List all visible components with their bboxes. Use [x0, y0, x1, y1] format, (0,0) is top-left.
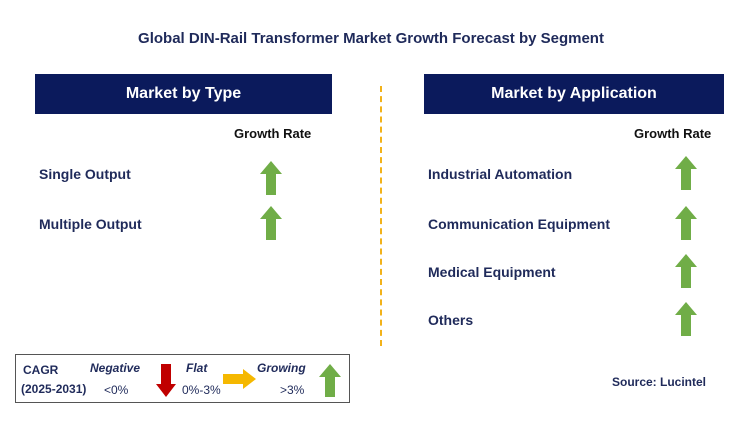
legend-negative-label: Negative: [90, 361, 141, 375]
green-up-arrow-icon: [675, 206, 697, 240]
segment-label-single-output: Single Output: [39, 166, 131, 182]
green-up-arrow-icon: [675, 156, 697, 190]
green-up-arrow-icon: [675, 302, 697, 336]
segment-label-multiple-output: Multiple Output: [39, 216, 142, 232]
green-up-arrow-icon: [675, 254, 697, 288]
segment-label-industrial-automation: Industrial Automation: [428, 166, 573, 182]
chart-title: Global DIN-Rail Transformer Market Growt…: [138, 30, 604, 47]
legend-cagr-label: CAGR: [23, 363, 59, 377]
legend-growing-range: >3%: [280, 383, 305, 397]
type-growth-rate-label: Growth Rate: [234, 126, 312, 141]
green-up-arrow-icon: [260, 206, 282, 240]
legend-flat-label: Flat: [186, 361, 208, 375]
cagr-legend: CAGR (2025-2031) Negative <0% Flat 0%-3%…: [15, 354, 350, 403]
segment-label-others: Others: [428, 312, 474, 328]
red-down-arrow-icon: [156, 364, 176, 397]
application-growth-rate-label: Growth Rate: [634, 126, 712, 141]
segment-label-communication-equipment: Communication Equipment: [428, 216, 610, 232]
application-panel-header: Market by Application: [424, 74, 724, 114]
legend-flat-range: 0%-3%: [182, 383, 221, 397]
yellow-right-arrow-icon: [223, 369, 256, 389]
type-panel-header: Market by Type: [35, 74, 332, 114]
segment-label-medical-equipment: Medical Equipment: [428, 264, 556, 280]
legend-growing-label: Growing: [257, 361, 306, 375]
legend-negative-range: <0%: [104, 383, 129, 397]
green-up-arrow-icon: [260, 161, 282, 195]
source-note: Source: Lucintel: [612, 375, 707, 389]
green-up-arrow-icon: [319, 364, 341, 397]
panel-divider: [380, 86, 382, 346]
legend-period: (2025-2031): [21, 382, 87, 396]
